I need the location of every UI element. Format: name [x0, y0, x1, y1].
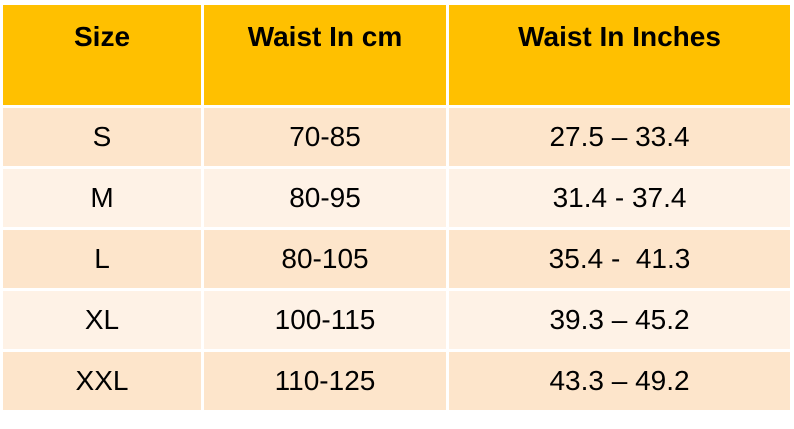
- table-row: M 80-95 31.4 - 37.4: [3, 169, 790, 227]
- table-row: S 70-85 27.5 – 33.4: [3, 108, 790, 166]
- table-cell: 80-105: [204, 230, 446, 288]
- table-cell: L: [3, 230, 201, 288]
- table-row: XL 100-115 39.3 – 45.2: [3, 291, 790, 349]
- table-cell: 35.4 - 41.3: [449, 230, 790, 288]
- table-cell: 39.3 – 45.2: [449, 291, 790, 349]
- header-cell: Waist In Inches: [449, 5, 790, 105]
- table-cell: 100-115: [204, 291, 446, 349]
- table-row: XXL 110-125 43.3 – 49.2: [3, 352, 790, 410]
- table-cell: XXL: [3, 352, 201, 410]
- table-cell: 80-95: [204, 169, 446, 227]
- table-cell: 31.4 - 37.4: [449, 169, 790, 227]
- table-row: L 80-105 35.4 - 41.3: [3, 230, 790, 288]
- table-cell: 43.3 – 49.2: [449, 352, 790, 410]
- table-cell: XL: [3, 291, 201, 349]
- size-table: Size Waist In cm Waist In Inches S 70-85 27.…: [0, 2, 793, 413]
- header-cell: Waist In cm: [204, 5, 446, 105]
- table-cell: 110-125: [204, 352, 446, 410]
- table-cell: M: [3, 169, 201, 227]
- table-cell: S: [3, 108, 201, 166]
- header-cell: Size: [3, 5, 201, 105]
- header-row: Size Waist In cm Waist In Inches: [3, 5, 790, 105]
- table-cell: 27.5 – 33.4: [449, 108, 790, 166]
- table-cell: 70-85: [204, 108, 446, 166]
